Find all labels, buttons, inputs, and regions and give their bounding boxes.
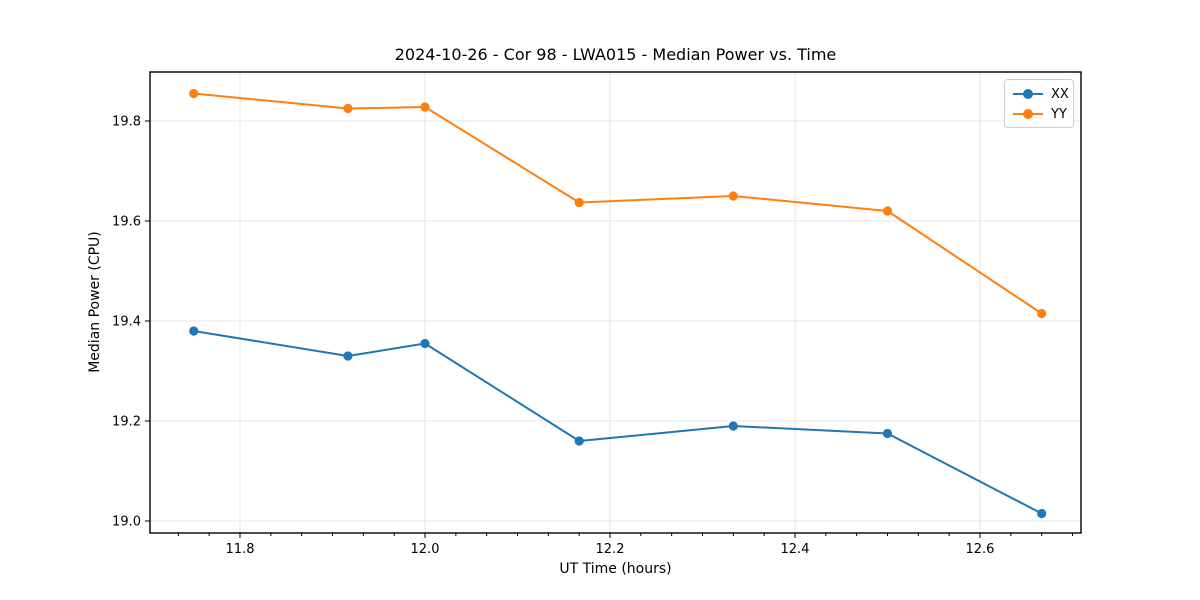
data-point-xx [1037,508,1047,519]
y-tick-label: 19.2 [112,415,141,430]
data-point-xx [728,421,738,431]
chart-title: 2024-10-26 - Cor 98 - LWA015 - Median Po… [394,45,837,64]
series-line-yy [192,92,1043,315]
data-point-xx [882,428,893,439]
x-tick-label: 11.8 [226,542,255,557]
data-point-yy [574,197,584,208]
legend-item-xx: XX [1013,86,1069,102]
data-point-xx [189,326,199,336]
y-tick-label: 19.6 [112,215,141,230]
x-tick-label: 12.6 [966,542,995,557]
x-tick-label: 12.4 [781,542,810,557]
data-point-yy [1037,308,1047,319]
data-point-xx [343,351,353,361]
y-axis-label: Median Power (CPU) [87,231,103,373]
data-point-yy [728,191,738,201]
x-tick-label: 12.0 [411,542,440,557]
legend-label-yy: YY [1051,106,1067,122]
y-tick-label: 19.0 [112,515,141,530]
series-line-xx [192,330,1043,515]
y-tick-label: 19.4 [112,315,141,330]
legend-line-marker-icon [1013,86,1043,102]
data-point-yy [343,103,353,114]
legend-label-xx: XX [1051,86,1069,102]
data-point-yy [189,88,199,99]
data-point-yy [420,102,430,112]
data-point-xx [420,338,430,349]
x-tick-label: 12.2 [596,542,625,557]
legend-line-marker-icon [1013,106,1043,122]
legend: XX YY [1004,79,1074,128]
y-tick-label: 19.8 [112,115,141,130]
plot-border [149,71,1082,534]
data-point-xx [574,436,584,446]
legend-item-yy: YY [1013,106,1067,122]
x-axis-label: UT Time (hours) [559,561,672,577]
data-point-yy [882,206,893,216]
